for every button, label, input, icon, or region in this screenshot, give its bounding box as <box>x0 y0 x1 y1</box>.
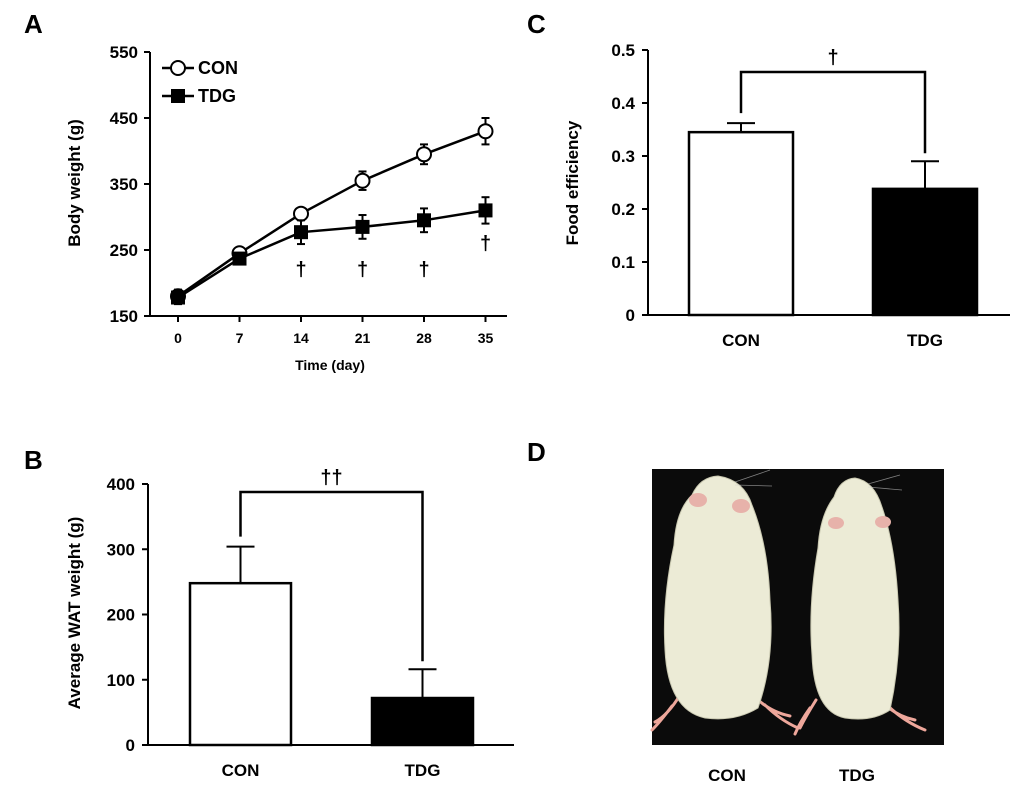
panel-d: D CON TDG <box>527 437 944 785</box>
data-point <box>293 205 309 222</box>
panel-c-ylabel: Food efficiency <box>563 120 582 245</box>
panel-a: A Body weight (g) Time (day) 15025035045… <box>24 9 507 373</box>
x-tick-label: CON <box>222 761 260 780</box>
panel-b-ylabel: Average WAT weight (g) <box>65 517 84 710</box>
panel-c-chart: 0 0.1 0.2 0.3 0.4 0.5 CON TDG † <box>611 41 1010 350</box>
x-tick-label: 0 <box>174 330 182 346</box>
panel-a-xlabel: Time (day) <box>295 357 365 373</box>
panel-d-letter: D <box>527 437 546 467</box>
y-tick-label: 0.1 <box>611 253 635 272</box>
y-tick-label: 100 <box>107 671 135 690</box>
bar-tdg <box>370 696 475 747</box>
y-tick-label: 0 <box>626 306 635 325</box>
data-point <box>355 219 370 234</box>
legend-label: CON <box>198 58 238 78</box>
significance-mark: † <box>827 47 838 69</box>
y-tick-label: 0.4 <box>611 94 635 113</box>
data-point <box>417 213 431 228</box>
x-tick-label: 7 <box>236 330 244 346</box>
y-tick-label: 0.2 <box>611 200 635 219</box>
y-tick-label: 350 <box>110 175 138 194</box>
x-tick-label: 28 <box>416 330 432 346</box>
significance-mark: † <box>480 233 491 255</box>
panel-a-letter: A <box>24 9 43 39</box>
panel-c-letter: C <box>527 9 546 39</box>
series-con <box>170 117 494 305</box>
panel-a-axes: 150 250 350 450 550 0 7 14 21 28 35 † † † † <box>110 43 507 346</box>
bar-con <box>188 581 293 747</box>
y-tick-label: 150 <box>110 307 138 326</box>
y-tick-label: 550 <box>110 43 138 62</box>
y-tick-label: 0.5 <box>611 41 635 60</box>
series-tdg <box>171 196 493 306</box>
x-tick-label: 35 <box>478 330 494 346</box>
data-point <box>416 146 432 163</box>
y-tick-label: 450 <box>110 109 138 128</box>
bar-tdg <box>871 187 979 317</box>
data-point <box>478 203 493 218</box>
series-line <box>177 209 486 299</box>
photo-label-con: CON <box>708 766 746 785</box>
y-tick-label: 200 <box>107 606 135 625</box>
legend-item-tdg: TDG <box>162 86 236 106</box>
legend-marker <box>171 89 185 103</box>
significance-mark: † <box>418 259 429 281</box>
data-point <box>294 225 308 240</box>
legend-item-con: CON <box>162 58 238 78</box>
rat-photo <box>650 469 944 745</box>
data-point <box>171 290 185 305</box>
legend-marker <box>170 60 186 76</box>
y-tick-label: 400 <box>107 475 135 494</box>
panel-b: B Average WAT weight (g) 0 100 200 300 400 CO… <box>24 445 514 780</box>
panel-b-chart: 0 100 200 300 400 CON TDG †† <box>107 467 514 780</box>
x-tick-label: CON <box>722 331 760 350</box>
legend-label: TDG <box>198 86 236 106</box>
y-tick-label: 0 <box>126 736 135 755</box>
photo-label-tdg: TDG <box>839 766 875 785</box>
y-tick-label: 0.3 <box>611 147 635 166</box>
bar-con <box>687 130 795 317</box>
significance-bracket <box>739 70 927 154</box>
data-point <box>477 123 494 140</box>
series-line <box>177 130 486 298</box>
x-tick-label: 14 <box>293 330 309 346</box>
x-tick-label: TDG <box>907 331 943 350</box>
panel-b-letter: B <box>24 445 43 475</box>
x-tick-label: 21 <box>355 330 371 346</box>
panel-c: C Food efficiency 0 0.1 0.2 0.3 0.4 0.5 CON TDG… <box>527 9 1010 350</box>
data-point <box>354 172 371 189</box>
significance-bracket <box>239 490 424 662</box>
significance-mark: †† <box>320 467 342 489</box>
data-point <box>232 251 247 266</box>
panel-a-ylabel: Body weight (g) <box>65 119 84 246</box>
y-tick-label: 250 <box>110 241 138 260</box>
x-tick-label: TDG <box>405 761 441 780</box>
significance-mark: † <box>295 259 306 281</box>
significance-mark: † <box>357 259 368 281</box>
y-tick-label: 300 <box>107 540 135 559</box>
panel-a-legend: CON TDG <box>162 58 238 106</box>
